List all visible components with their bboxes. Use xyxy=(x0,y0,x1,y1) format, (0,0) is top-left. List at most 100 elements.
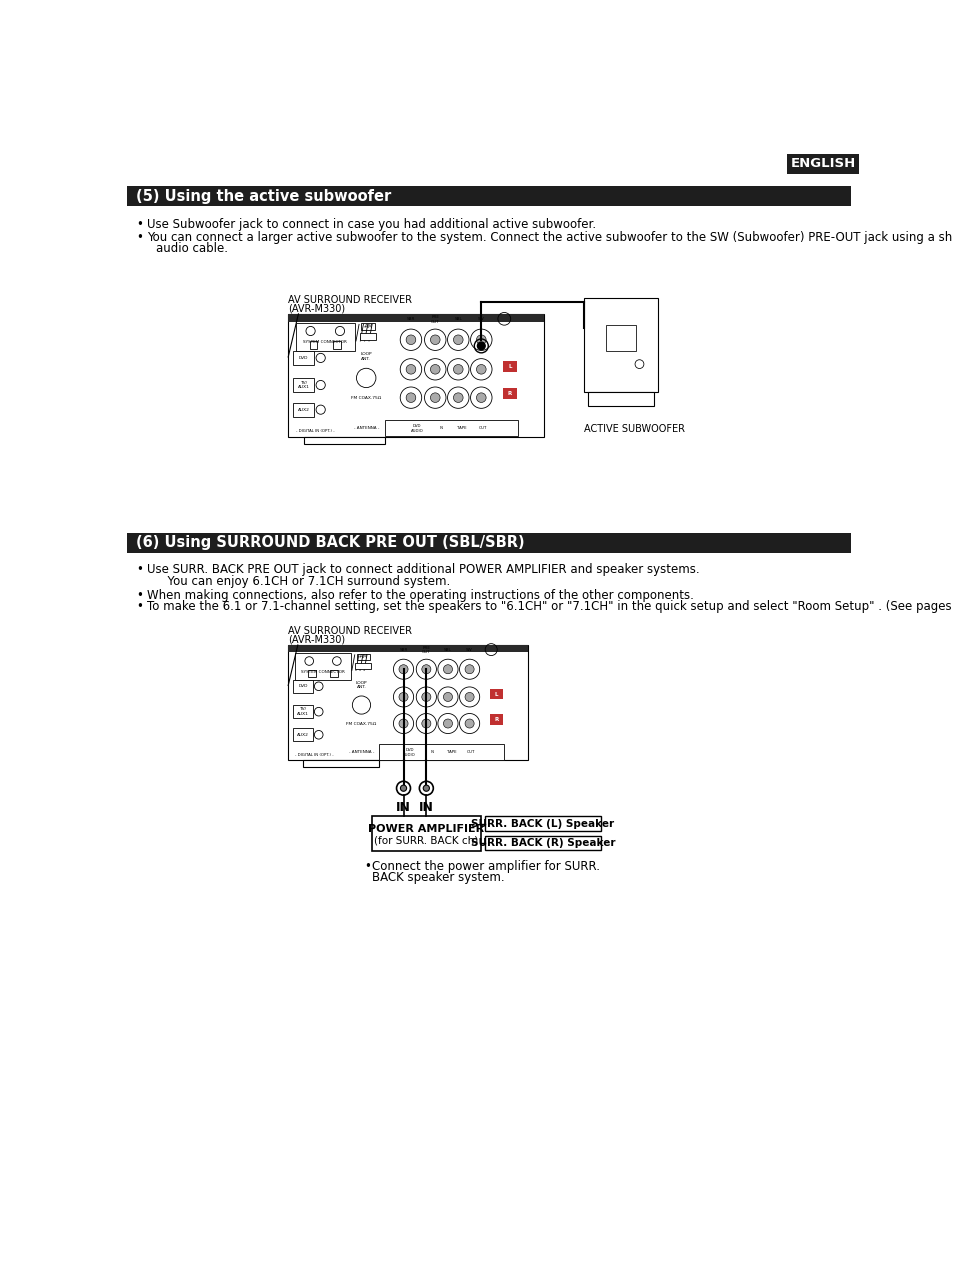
Text: FM COAX.75Ω: FM COAX.75Ω xyxy=(351,396,381,400)
Bar xyxy=(490,715,502,725)
Text: •: • xyxy=(364,860,371,872)
Text: L: L xyxy=(495,692,497,697)
Circle shape xyxy=(423,785,429,792)
Bar xyxy=(308,670,315,678)
Circle shape xyxy=(443,719,452,728)
Text: Connect the power amplifier for SURR.: Connect the power amplifier for SURR. xyxy=(372,860,599,872)
Text: SBL: SBL xyxy=(454,318,461,322)
Bar xyxy=(502,361,517,371)
Bar xyxy=(360,323,375,330)
Text: Use Subwoofer jack to connect in case you had additional active subwoofer.: Use Subwoofer jack to connect in case yo… xyxy=(147,218,596,231)
Bar xyxy=(606,325,635,351)
Bar xyxy=(293,378,314,392)
Text: •: • xyxy=(136,564,143,576)
Text: OUT: OUT xyxy=(477,427,486,430)
Text: - ANTENNA -: - ANTENNA - xyxy=(354,427,378,430)
Bar xyxy=(484,816,600,831)
Circle shape xyxy=(464,719,474,728)
Text: DVD
AUDIO: DVD AUDIO xyxy=(411,424,423,433)
Text: SW: SW xyxy=(477,318,484,322)
Circle shape xyxy=(476,334,486,345)
Text: audio cable.: audio cable. xyxy=(156,242,228,255)
Text: (for SURR. BACK ch): (for SURR. BACK ch) xyxy=(374,836,478,845)
Circle shape xyxy=(430,334,439,345)
Bar xyxy=(333,341,340,348)
Text: - DIGITAL IN (OPT.) -: - DIGITAL IN (OPT.) - xyxy=(295,429,335,433)
Bar xyxy=(355,662,371,669)
Text: DVD: DVD xyxy=(298,684,307,688)
Circle shape xyxy=(476,393,486,402)
Circle shape xyxy=(430,365,439,374)
Text: •: • xyxy=(136,218,143,231)
Bar xyxy=(295,653,351,680)
Text: AUX2: AUX2 xyxy=(297,407,310,411)
Circle shape xyxy=(421,693,431,702)
Text: TAPE: TAPE xyxy=(456,427,466,430)
Text: - DIGITAL IN (OPT.) -: - DIGITAL IN (OPT.) - xyxy=(295,753,334,757)
Bar xyxy=(372,816,480,851)
Text: R: R xyxy=(507,391,512,396)
Text: L: L xyxy=(508,364,511,369)
Bar xyxy=(288,314,543,322)
Text: SURR. BACK (R) Speaker: SURR. BACK (R) Speaker xyxy=(470,838,615,848)
Text: You can enjoy 6.1CH or 7.1CH surround system.: You can enjoy 6.1CH or 7.1CH surround sy… xyxy=(159,575,449,588)
Text: •: • xyxy=(136,601,143,614)
Circle shape xyxy=(453,393,462,402)
Circle shape xyxy=(398,693,408,702)
Bar xyxy=(127,186,850,206)
Bar xyxy=(359,333,376,339)
Bar xyxy=(302,761,379,767)
Text: -AM: -AM xyxy=(363,324,373,329)
Bar xyxy=(379,744,504,760)
Text: To make the 6.1 or 7.1-channel setting, set the speakers to "6.1CH" or "7.1CH" i: To make the 6.1 or 7.1-channel setting, … xyxy=(147,601,953,614)
Text: BACK speaker system.: BACK speaker system. xyxy=(372,871,504,884)
Bar xyxy=(293,705,313,719)
Text: IN: IN xyxy=(395,801,411,813)
Circle shape xyxy=(421,719,431,728)
Text: IN: IN xyxy=(430,751,434,755)
Text: ACTIVE SUBWOOFER: ACTIVE SUBWOOFER xyxy=(583,424,684,434)
Text: -AM: -AM xyxy=(358,655,368,660)
Text: TV/
AUX1: TV/ AUX1 xyxy=(297,380,310,389)
Text: ENGLISH: ENGLISH xyxy=(789,158,855,170)
Bar xyxy=(288,314,543,437)
Bar xyxy=(293,728,313,742)
Text: LOOP
ANT.: LOOP ANT. xyxy=(360,352,372,361)
Circle shape xyxy=(464,665,474,674)
Circle shape xyxy=(476,342,485,350)
Circle shape xyxy=(430,393,439,402)
Text: SYSTEM CONNECTOR: SYSTEM CONNECTOR xyxy=(301,670,345,674)
Text: POWER AMPLIFIER: POWER AMPLIFIER xyxy=(368,824,484,834)
Text: DVD: DVD xyxy=(299,356,308,360)
Text: SBR: SBR xyxy=(399,648,407,652)
Bar xyxy=(310,341,317,348)
Circle shape xyxy=(406,393,416,402)
Text: SW: SW xyxy=(466,648,473,652)
Bar xyxy=(293,680,313,693)
Text: AUX2: AUX2 xyxy=(296,733,309,737)
Circle shape xyxy=(443,693,452,702)
Text: (6) Using SURROUND BACK PRE OUT (SBL/SBR): (6) Using SURROUND BACK PRE OUT (SBL/SBR… xyxy=(136,535,524,550)
Text: TV/
AUX1: TV/ AUX1 xyxy=(296,707,309,716)
Circle shape xyxy=(406,365,416,374)
Text: (5) Using the active subwoofer: (5) Using the active subwoofer xyxy=(136,188,391,204)
Text: FM COAX.75Ω: FM COAX.75Ω xyxy=(346,721,376,725)
Text: PRE
OUT: PRE OUT xyxy=(421,646,430,655)
Text: SYSTEM CONNECTOR: SYSTEM CONNECTOR xyxy=(303,341,347,345)
Text: R: R xyxy=(494,717,498,722)
Bar xyxy=(490,689,502,699)
Text: PRE
OUT: PRE OUT xyxy=(431,315,439,324)
Bar xyxy=(303,437,385,445)
Bar xyxy=(295,323,355,351)
Circle shape xyxy=(453,365,462,374)
Circle shape xyxy=(443,665,452,674)
Circle shape xyxy=(464,693,474,702)
Text: AV SURROUND RECEIVER: AV SURROUND RECEIVER xyxy=(288,625,412,635)
Text: LOOP
ANT.: LOOP ANT. xyxy=(355,680,367,689)
Text: SURR. BACK (L) Speaker: SURR. BACK (L) Speaker xyxy=(471,819,614,829)
Text: OUT: OUT xyxy=(466,751,475,755)
Circle shape xyxy=(453,334,462,345)
Text: •: • xyxy=(136,231,143,243)
Text: (AVR-M330): (AVR-M330) xyxy=(288,635,345,644)
Bar xyxy=(127,533,850,552)
